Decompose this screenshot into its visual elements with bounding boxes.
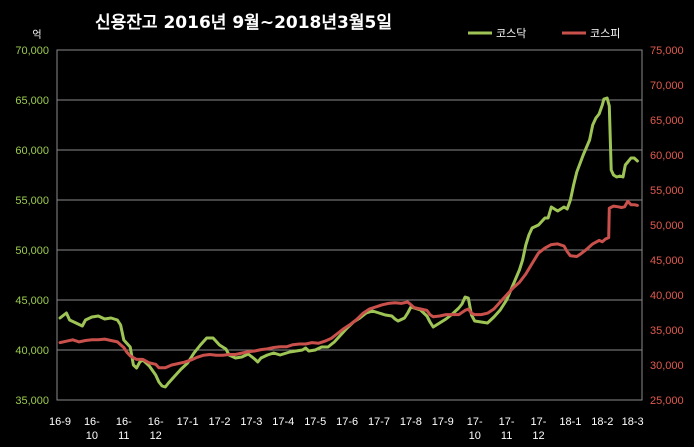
x-axis-tick-label: 18-3 xyxy=(622,416,644,428)
x-axis-tick-label: 17-11 xyxy=(499,416,515,442)
x-axis-tick-label: 17-4 xyxy=(272,416,294,428)
legend-label-kospi: 코스피 xyxy=(590,27,620,40)
x-axis-tick-line: 16-9 xyxy=(49,416,71,428)
x-axis-tick-line: 18-1 xyxy=(559,416,581,428)
left-axis-tick-label: 35,000 xyxy=(15,395,49,407)
x-axis-tick-label: 17-7 xyxy=(368,416,390,428)
x-axis-tick-line: 17-4 xyxy=(272,416,294,428)
x-axis-tick-line: 12 xyxy=(532,430,544,442)
x-axis-tick-label: 16-12 xyxy=(148,416,164,442)
left-axis-unit: 억 xyxy=(32,29,41,41)
left-axis-tick-label: 50,000 xyxy=(15,245,49,257)
x-axis-tick-label: 17-12 xyxy=(531,416,547,442)
x-axis-tick-line: 17-2 xyxy=(208,416,230,428)
x-axis-tick-label: 17-9 xyxy=(432,416,454,428)
series-line-kosdaq xyxy=(58,96,639,389)
right-axis-tick-label: 30,000 xyxy=(650,360,684,372)
x-axis-tick-label: 16-10 xyxy=(84,416,100,442)
x-axis-tick-line: 11 xyxy=(118,430,129,442)
x-axis-tick-label: 17-2 xyxy=(208,416,230,428)
x-axis-tick-line: 16- xyxy=(84,416,100,428)
left-axis-tick-label: 45,000 xyxy=(15,295,49,307)
x-axis-tick-label: 17-6 xyxy=(336,416,358,428)
legend: 코스닥 코스피 xyxy=(468,27,620,40)
right-axis-tick-label: 45,000 xyxy=(650,255,684,267)
x-axis-tick-line: 17- xyxy=(499,416,515,428)
gridlines xyxy=(57,49,642,401)
left-axis-tick-label: 55,000 xyxy=(15,195,49,207)
left-axis-tick-label: 40,000 xyxy=(15,345,49,357)
right-axis-tick-label: 40,000 xyxy=(650,290,684,302)
series-line-kospi xyxy=(58,199,639,370)
right-axis-tick-label: 25,000 xyxy=(650,395,684,407)
x-axis-tick-line: 10 xyxy=(469,430,481,442)
x-axis-tick-label: 18-2 xyxy=(591,416,613,428)
right-axis-tick-label: 55,000 xyxy=(650,185,684,197)
x-axis-tick-label: 16-9 xyxy=(49,416,71,428)
right-axis-tick-label: 50,000 xyxy=(650,220,684,232)
x-axis-tick-label: 17-1 xyxy=(177,416,199,428)
x-axis-tick-line: 17-6 xyxy=(336,416,358,428)
x-axis-tick-line: 10 xyxy=(86,430,98,442)
x-axis-tick-line: 11 xyxy=(501,430,512,442)
x-axis-tick-line: 18-2 xyxy=(591,416,613,428)
x-axis-tick-label: 16-11 xyxy=(116,416,132,442)
x-axis-tick-label: 17-5 xyxy=(304,416,326,428)
x-axis-tick-label: 17-8 xyxy=(400,416,422,428)
x-axis-tick-line: 17- xyxy=(467,416,483,428)
x-axis-tick-line: 17-8 xyxy=(400,416,422,428)
left-axis-tick-label: 70,000 xyxy=(15,45,49,57)
x-axis-tick-line: 17- xyxy=(531,416,547,428)
x-axis-tick-line: 12 xyxy=(150,430,162,442)
right-axis-tick-label: 35,000 xyxy=(650,325,684,337)
x-axis-tick-line: 17-5 xyxy=(304,416,326,428)
x-axis-tick-label: 17-10 xyxy=(467,416,483,442)
plot-area-frame xyxy=(56,49,643,401)
series-layer xyxy=(58,96,639,389)
chart-title: 신용잔고 2016년 9월~2018년3월5일 xyxy=(95,13,392,33)
x-axis-tick-label: 17-3 xyxy=(240,416,262,428)
right-axis-tick-label: 65,000 xyxy=(650,115,684,127)
left-axis-tick-label: 60,000 xyxy=(15,145,49,157)
x-axis-tick-line: 17-7 xyxy=(368,416,390,428)
x-axis-tick-line: 17-3 xyxy=(240,416,262,428)
right-axis-ticks: 25,000 30,000 35,000 40,000 45,000 50,000 55,0… xyxy=(650,45,684,407)
right-axis-tick-label: 75,000 xyxy=(650,45,684,57)
left-axis-tick-label: 65,000 xyxy=(15,95,49,107)
x-axis-tick-line: 17-9 xyxy=(432,416,454,428)
x-axis-tick-line: 16- xyxy=(148,416,164,428)
x-axis-tick-line: 18-3 xyxy=(622,416,644,428)
right-axis-tick-label: 70,000 xyxy=(650,80,684,92)
left-axis-ticks: 35,000 40,000 45,000 50,000 55,000 60,000 65,0… xyxy=(15,45,49,407)
x-axis-tick-label: 18-1 xyxy=(559,416,581,428)
x-axis-tick-line: 17-1 xyxy=(177,416,199,428)
right-axis-tick-label: 60,000 xyxy=(650,150,684,162)
x-axis-tick-line: 16- xyxy=(116,416,132,428)
legend-label-kosdaq: 코스닥 xyxy=(496,27,526,40)
